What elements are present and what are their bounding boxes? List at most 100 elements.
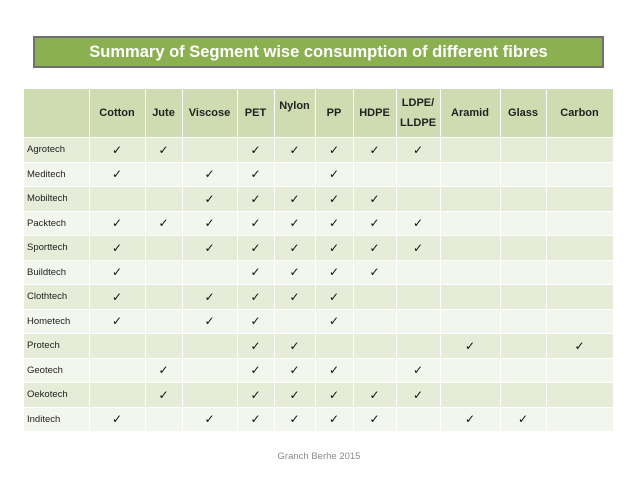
table-cell: ✓ — [274, 333, 316, 359]
segment-name: Packtech — [24, 211, 90, 236]
table-cell: ✓ — [353, 235, 397, 261]
table-cell: ✓ — [315, 186, 354, 212]
header-cotton: Cotton — [89, 89, 146, 138]
table-cell: ✓ — [353, 407, 397, 432]
segment-name: Geotech — [24, 358, 90, 383]
table-cell — [353, 309, 397, 334]
footer-credit: Granch Berhe 2015 — [277, 451, 361, 462]
table-cell — [89, 186, 146, 212]
table-cell — [500, 211, 547, 236]
checkmark-icon: ✓ — [289, 338, 300, 353]
table-cell — [145, 162, 183, 187]
header-ldpe-lldpe: LDPE/ LLDPE — [396, 89, 441, 138]
table-cell — [440, 358, 501, 383]
table-cell — [500, 162, 547, 187]
checkmark-icon: ✓ — [250, 289, 261, 304]
checkmark-icon: ✓ — [574, 338, 585, 353]
segment-name: Oekotech — [24, 382, 90, 408]
checkmark-icon: ✓ — [412, 240, 424, 255]
table-row: Sporttech ✓ ✓ ✓ ✓ ✓ ✓ ✓ — [24, 235, 614, 261]
table-cell — [500, 235, 547, 261]
checkmark-icon: ✓ — [158, 216, 169, 231]
table-cell — [145, 260, 183, 285]
checkmark-icon: ✓ — [369, 191, 380, 206]
table-cell: ✓ — [396, 211, 441, 236]
table-cell: ✓ — [274, 211, 316, 236]
checkmark-icon: ✓ — [289, 216, 300, 231]
table-cell: ✓ — [315, 211, 354, 236]
segment-name: Clothtech — [24, 284, 90, 310]
checkmark-icon: ✓ — [289, 387, 300, 402]
checkmark-icon: ✓ — [158, 387, 169, 402]
checkmark-icon: ✓ — [111, 265, 123, 280]
table-cell: ✓ — [315, 260, 354, 285]
table-cell — [396, 407, 441, 432]
table-row: Geotech ✓ ✓ ✓ ✓ ✓ — [24, 358, 614, 383]
header-aramid: Aramid — [440, 89, 501, 138]
checkmark-icon: ✓ — [412, 363, 424, 378]
table-cell — [546, 407, 614, 432]
table-cell: ✓ — [89, 260, 146, 285]
table-cell: ✓ — [274, 284, 316, 310]
header-nylon: Nylon — [274, 89, 316, 138]
checkmark-icon: ✓ — [111, 240, 123, 255]
table-cell — [145, 407, 183, 432]
header-pp: PP — [315, 89, 354, 138]
checkmark-icon: ✓ — [412, 142, 424, 157]
table-cell — [353, 358, 397, 383]
checkmark-icon: ✓ — [328, 142, 340, 157]
table-cell — [396, 333, 441, 359]
checkmark-icon: ✓ — [412, 387, 424, 402]
table-cell: ✓ — [500, 407, 547, 432]
table-row: Packtech ✓ ✓ ✓ ✓ ✓ ✓ ✓ ✓ — [24, 211, 614, 236]
table-cell — [440, 235, 501, 261]
table-cell — [396, 162, 441, 187]
checkmark-icon: ✓ — [250, 314, 261, 329]
table-cell — [500, 260, 547, 285]
table-cell: ✓ — [237, 382, 275, 408]
table-cell: ✓ — [396, 137, 441, 163]
table-cell: ✓ — [89, 407, 146, 432]
checkmark-icon: ✓ — [204, 167, 215, 182]
table-row: Protech ✓ ✓ ✓ ✓ — [24, 333, 614, 359]
checkmark-icon: ✓ — [328, 289, 340, 304]
table-cell: ✓ — [396, 382, 441, 408]
checkmark-icon: ✓ — [250, 338, 261, 353]
table-cell: ✓ — [274, 235, 316, 261]
table-cell: ✓ — [315, 137, 354, 163]
table-body: Agrotech ✓ ✓ ✓ ✓ ✓ ✓ ✓ Meditech ✓ ✓ ✓ ✓ Mobiltech ✓ ✓ ✓ ✓… — [24, 137, 614, 432]
table-cell: ✓ — [182, 407, 238, 432]
table-cell: ✓ — [315, 284, 354, 310]
table-cell — [500, 137, 547, 163]
segment-name: Meditech — [24, 162, 90, 187]
checkmark-icon: ✓ — [204, 412, 215, 427]
table-cell — [145, 309, 183, 334]
table-cell: ✓ — [182, 162, 238, 187]
table-cell — [145, 235, 183, 261]
table-cell: ✓ — [182, 284, 238, 310]
header-nylon-label: Nylon — [279, 100, 310, 112]
checkmark-icon: ✓ — [517, 412, 529, 427]
checkmark-icon: ✓ — [289, 289, 300, 304]
checkmark-icon: ✓ — [250, 363, 261, 378]
table-cell: ✓ — [182, 235, 238, 261]
table-cell: ✓ — [237, 333, 275, 359]
checkmark-icon: ✓ — [204, 289, 215, 304]
table-cell — [546, 162, 614, 187]
table-cell — [145, 284, 183, 310]
table-cell — [396, 186, 441, 212]
header-corner-cell — [24, 89, 90, 138]
checkmark-icon: ✓ — [369, 412, 380, 427]
table-cell: ✓ — [546, 333, 614, 359]
table-cell: ✓ — [237, 137, 275, 163]
checkmark-icon: ✓ — [328, 387, 340, 402]
table-cell — [500, 382, 547, 408]
table-cell — [440, 211, 501, 236]
segment-name: Buildtech — [24, 260, 90, 285]
table-row: Mobiltech ✓ ✓ ✓ ✓ ✓ — [24, 186, 614, 212]
table-cell: ✓ — [237, 211, 275, 236]
checkmark-icon: ✓ — [289, 363, 300, 378]
segment-name: Mobiltech — [24, 186, 90, 212]
table-cell: ✓ — [145, 137, 183, 163]
table-cell — [546, 186, 614, 212]
